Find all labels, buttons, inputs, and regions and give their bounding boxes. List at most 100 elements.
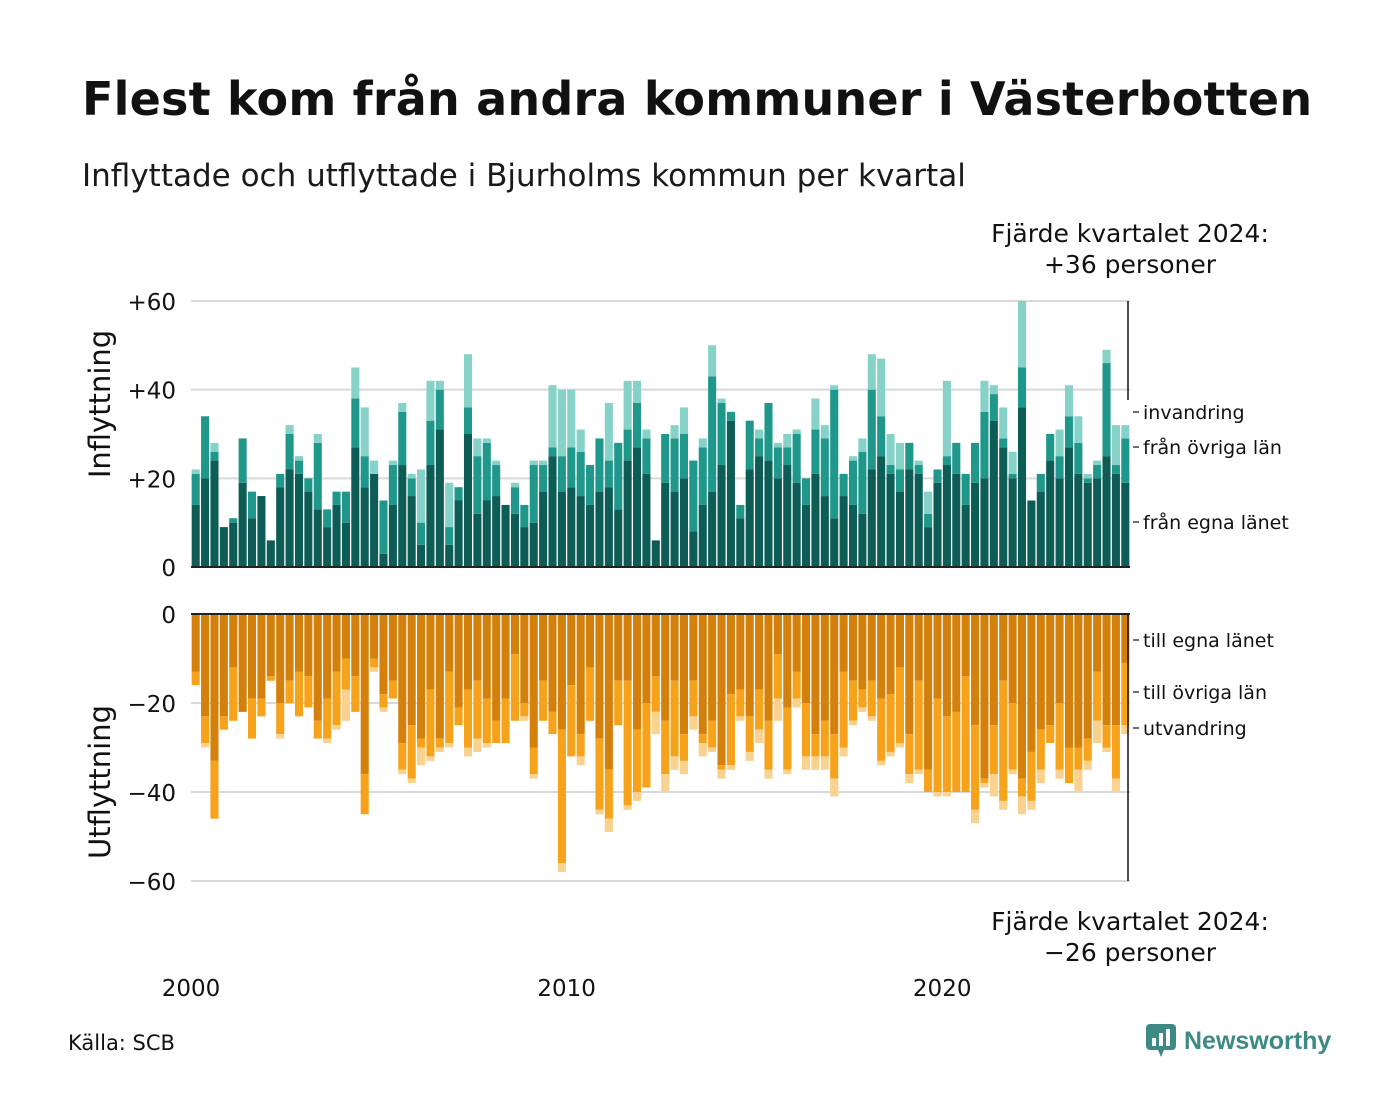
outflow-bar-segment bbox=[708, 747, 717, 752]
inflow-bar-segment bbox=[510, 487, 519, 514]
outflow-bar-segment bbox=[370, 614, 379, 659]
outflow-bar-segment bbox=[1055, 614, 1064, 703]
outflow-bar-segment bbox=[867, 614, 876, 681]
outflow-bar-segment bbox=[426, 756, 435, 761]
outflow-bar-segment bbox=[1008, 614, 1017, 703]
inflow-bar-segment bbox=[942, 380, 951, 457]
outflow-bar-segment bbox=[1036, 729, 1045, 770]
inflow-bar-segment bbox=[811, 429, 820, 474]
outflow-bar-segment bbox=[745, 716, 754, 752]
outflow-bar-segment bbox=[858, 707, 867, 712]
annotation-inflow-line2: +36 personer bbox=[1043, 250, 1217, 279]
inflow-bar-segment bbox=[1064, 447, 1074, 567]
series-label-outflow: till övriga län bbox=[1143, 682, 1267, 704]
inflow-bar-segment bbox=[717, 398, 726, 403]
inflow-bar-segment bbox=[435, 429, 444, 567]
outflow-bar-segment bbox=[454, 707, 463, 726]
outflow-bar-segment bbox=[407, 725, 416, 779]
outflow-bar-segment bbox=[557, 863, 566, 873]
inflow-bar-segment bbox=[379, 500, 388, 554]
outflow-bar-segment bbox=[510, 614, 519, 655]
outflow-bar-segment bbox=[820, 614, 829, 721]
inflow-bar-segment bbox=[417, 544, 426, 567]
inflow-bar-segment bbox=[219, 527, 228, 567]
annotation-outflow-line1: Fjärde kvartalet 2024: bbox=[991, 907, 1269, 936]
outflow-bar-segment bbox=[689, 614, 698, 681]
inflow-bar-segment bbox=[238, 482, 247, 567]
inflow-bar-segment bbox=[924, 513, 933, 528]
outflow-bar-segment bbox=[698, 614, 707, 735]
inflow-bar-segment bbox=[210, 460, 219, 567]
outflow-bar-segment bbox=[398, 769, 407, 775]
outflow-bar-segment bbox=[1093, 671, 1102, 721]
outflow-bar-segment bbox=[473, 738, 482, 752]
inflow-bar-segment bbox=[1121, 438, 1130, 483]
inflow-bar-segment bbox=[755, 429, 764, 439]
inflow-bar-segment bbox=[1017, 407, 1027, 567]
outflow-bar-segment bbox=[1055, 769, 1064, 779]
inflow-bar-segment bbox=[576, 429, 585, 452]
inflow-bar-segment bbox=[1074, 473, 1083, 567]
outflow-bar-segment bbox=[698, 734, 707, 744]
outflow-bar-segment bbox=[971, 725, 980, 810]
outflow-bar-segment bbox=[576, 614, 585, 735]
outflow-bar-segment bbox=[736, 716, 745, 721]
inflow-bar-segment bbox=[201, 478, 210, 567]
outflow-bar-segment bbox=[905, 734, 914, 775]
outflow-bar-segment bbox=[323, 698, 332, 739]
inflow-bar-segment bbox=[1083, 478, 1092, 483]
inflow-bar-segment bbox=[679, 434, 689, 479]
outflow-bar-segment bbox=[1102, 614, 1111, 726]
inflow-bar-segment bbox=[914, 460, 923, 466]
inflow-bar-segment bbox=[820, 438, 829, 497]
outflow-bar-segment bbox=[755, 729, 764, 744]
inflow-bar-segment bbox=[304, 491, 313, 567]
outflow-bar-segment bbox=[773, 698, 782, 721]
inflow-bar-segment bbox=[952, 473, 961, 567]
outflow-bar-segment bbox=[952, 711, 961, 792]
inflow-bar-segment bbox=[895, 442, 904, 470]
inflow-bar-segment bbox=[614, 509, 623, 567]
outflow-bar-segment bbox=[501, 698, 510, 744]
outflow-bar-segment bbox=[463, 614, 473, 690]
inflow-bar-segment bbox=[661, 434, 670, 483]
outflow-bar-segment bbox=[764, 720, 773, 770]
inflow-bar-segment bbox=[755, 456, 764, 567]
outflow-bar-segment bbox=[933, 614, 942, 699]
outflow-bar-segment bbox=[529, 747, 538, 775]
y-tick-label-outflow: 0 bbox=[161, 603, 176, 629]
inflow-bar-segment bbox=[341, 522, 350, 567]
outflow-bar-segment bbox=[1111, 614, 1120, 726]
inflow-bar-segment bbox=[736, 518, 745, 567]
inflow-bar-segment bbox=[877, 416, 886, 457]
inflow-bar-segment bbox=[971, 442, 980, 483]
inflow-bar-segment bbox=[1083, 482, 1092, 567]
source-note: Källa: SCB bbox=[68, 1031, 175, 1055]
outflow-bar-segment bbox=[539, 680, 548, 721]
inflow-bar-segment bbox=[905, 469, 914, 567]
inflow-bar-segment bbox=[520, 527, 529, 567]
outflow-bar-segment bbox=[877, 614, 886, 699]
outflow-bar-segment bbox=[745, 614, 754, 717]
inflow-bar-segment bbox=[1111, 465, 1120, 474]
inflow-bar-segment bbox=[632, 447, 642, 567]
chart-title: Flest kom från andra kommuner i Västerbo… bbox=[82, 72, 1313, 126]
outflow-bar-segment bbox=[219, 614, 228, 717]
inflow-bar-segment bbox=[942, 465, 951, 567]
outflow-bar-segment bbox=[276, 703, 285, 735]
outflow-bar-segment bbox=[820, 720, 829, 757]
outflow-bar-segment bbox=[670, 680, 679, 757]
outflow-bar-segment bbox=[679, 760, 689, 775]
outflow-bar-segment bbox=[463, 689, 473, 748]
annotation-inflow-line1: Fjärde kvartalet 2024: bbox=[991, 219, 1269, 248]
outflow-bar-segment bbox=[445, 671, 454, 744]
inflow-bar-segment bbox=[999, 438, 1008, 448]
outflow-bar-segment bbox=[539, 614, 548, 681]
inflow-bar-segment bbox=[642, 429, 651, 439]
inflow-bar-segment bbox=[783, 465, 792, 567]
inflow-bar-segment bbox=[341, 491, 350, 523]
inflow-bar-segment bbox=[839, 473, 848, 497]
inflow-bar-segment bbox=[980, 380, 989, 412]
outflow-bar-segment bbox=[980, 614, 989, 779]
inflow-bar-segment bbox=[426, 420, 435, 466]
